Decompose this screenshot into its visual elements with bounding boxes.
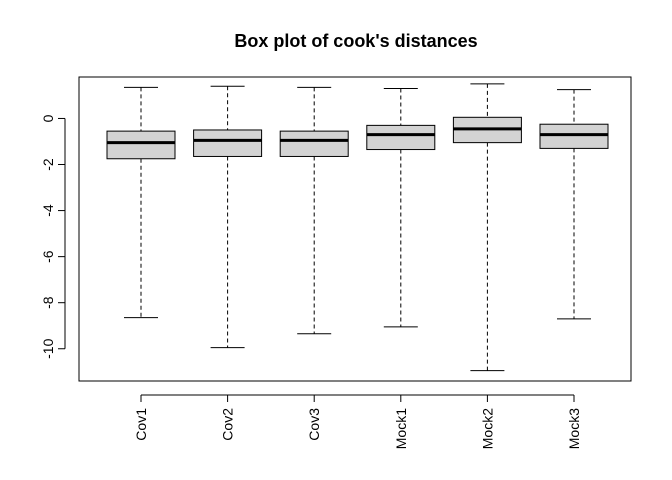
plot-frame [78,76,632,382]
x-tick-label: Cov3 [306,408,322,441]
x-tick-label: Mock3 [566,408,582,449]
iqr-box [366,124,436,151]
box-mock2 [452,83,522,372]
box-cov1 [106,86,176,319]
y-tick-label: 0 [40,114,56,122]
x-tick-label: Cov1 [133,408,149,441]
x-axis: Cov1 Cov2 Cov3 Mock1 Mock2 Mock3 [133,394,582,449]
box-mock3 [539,89,609,320]
iqr-box [539,123,609,149]
iqr-box [193,129,263,157]
box-cov2 [193,85,263,349]
chart-title: Box plot of cook's distances [234,31,477,51]
x-tick-label: Mock1 [393,408,409,449]
x-tick-label: Mock2 [479,408,495,449]
box-mock1 [366,88,436,328]
y-tick-label: -6 [40,250,56,263]
y-tick-label: -4 [40,204,56,217]
x-tick-label: Cov2 [220,408,236,441]
iqr-box [106,130,176,160]
y-tick-label: -8 [40,296,56,309]
y-tick-label: -2 [40,158,56,171]
y-axis: 0 -2 -4 -6 -8 -10 [40,114,66,359]
box-cov3 [279,86,349,335]
y-tick-label: -10 [40,338,56,358]
boxes-group [106,83,609,372]
iqr-box [279,130,349,157]
